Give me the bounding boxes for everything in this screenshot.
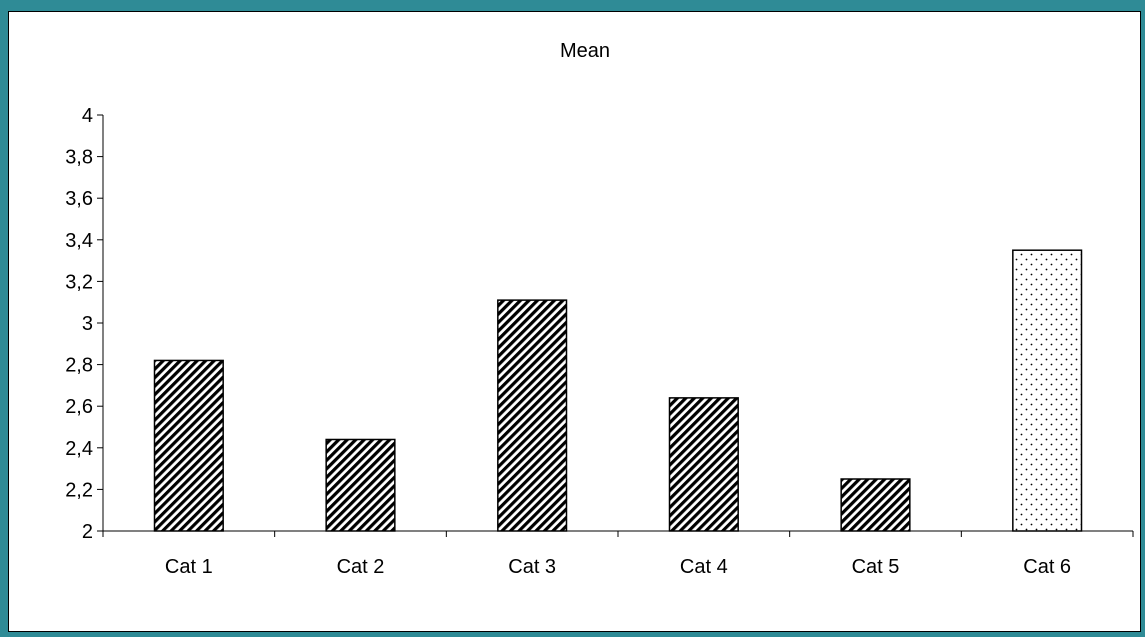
y-tick-label: 3,8 <box>65 147 93 169</box>
x-tick-label: Cat 1 <box>165 556 213 578</box>
bar-3 <box>497 299 568 532</box>
bar-4 <box>668 397 739 532</box>
y-tick-label: 2 <box>82 521 93 543</box>
y-tick-label: 4 <box>82 105 93 127</box>
y-tick-label: 2,6 <box>65 396 93 418</box>
x-axis: Cat 1 Cat 2 Cat 3 Cat 4 Cat 5 Cat 6 <box>102 530 1134 578</box>
y-tick-label: 3,2 <box>65 271 93 293</box>
x-tick-label: Cat 3 <box>508 556 556 578</box>
chart-title: Mean <box>560 40 610 62</box>
bar-6 <box>1012 249 1083 532</box>
y-tick-label: 2,8 <box>65 355 93 377</box>
chart-area: Mean 2 2,2 2,4 2,6 2,8 3 3,2 3,4 3,6 3,8 4 Cat 1 Ca… <box>8 11 1141 632</box>
y-tick-label: 3 <box>82 313 93 335</box>
y-tick-label: 2,4 <box>65 438 93 460</box>
y-tick-label: 3,6 <box>65 188 93 210</box>
bar-5 <box>840 478 911 532</box>
bar-1 <box>153 359 224 532</box>
bars <box>153 249 1083 532</box>
y-axis: 2 2,2 2,4 2,6 2,8 3 3,2 3,4 3,6 3,8 4 <box>65 105 104 543</box>
x-tick-label: Cat 4 <box>680 556 728 578</box>
bar-2 <box>325 438 396 532</box>
y-tick-label: 2,2 <box>65 479 93 501</box>
y-tick-label: 3,4 <box>65 230 93 252</box>
x-tick-label: Cat 2 <box>337 556 385 578</box>
x-tick-label: Cat 5 <box>852 556 900 578</box>
x-tick-label: Cat 6 <box>1023 556 1071 578</box>
bar-chart: Mean 22,22,42,62,833,23,43,63,84 Cat 1 Ca… <box>65 40 1134 578</box>
